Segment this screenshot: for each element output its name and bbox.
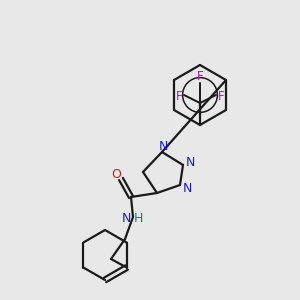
Text: F: F bbox=[176, 89, 182, 103]
Text: N: N bbox=[182, 182, 192, 194]
Text: H: H bbox=[133, 212, 143, 226]
Text: N: N bbox=[121, 212, 131, 226]
Text: F: F bbox=[197, 70, 203, 83]
Text: N: N bbox=[185, 155, 195, 169]
Text: O: O bbox=[111, 169, 121, 182]
Text: N: N bbox=[158, 140, 168, 154]
Text: F: F bbox=[218, 89, 224, 103]
